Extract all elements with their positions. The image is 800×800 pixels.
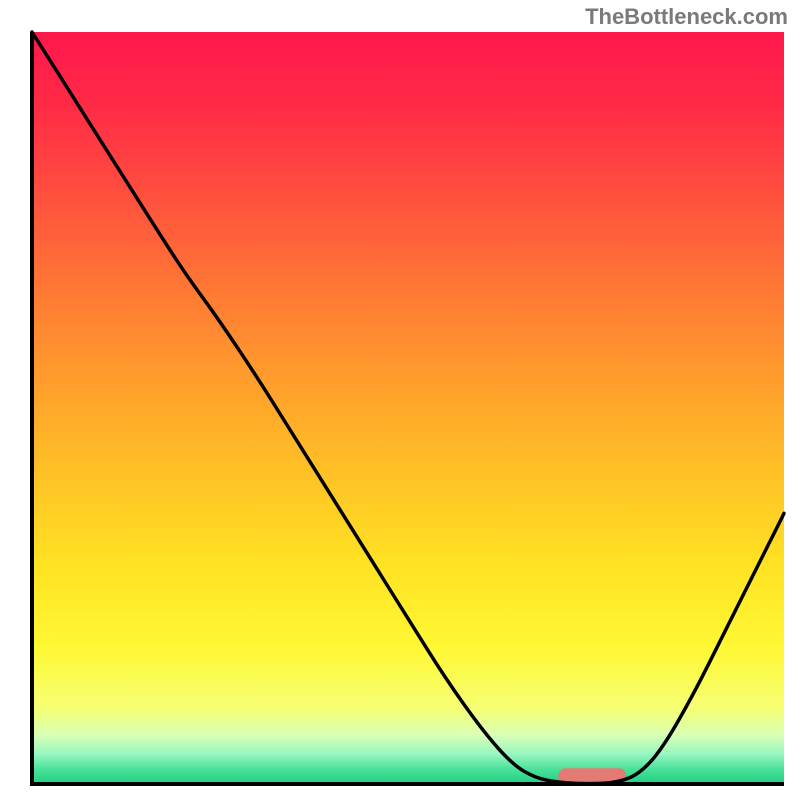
chart-background <box>32 32 784 784</box>
watermark-text: TheBottleneck.com <box>585 4 788 30</box>
chart-container: TheBottleneck.com <box>0 0 800 800</box>
bottleneck-chart <box>0 0 800 800</box>
